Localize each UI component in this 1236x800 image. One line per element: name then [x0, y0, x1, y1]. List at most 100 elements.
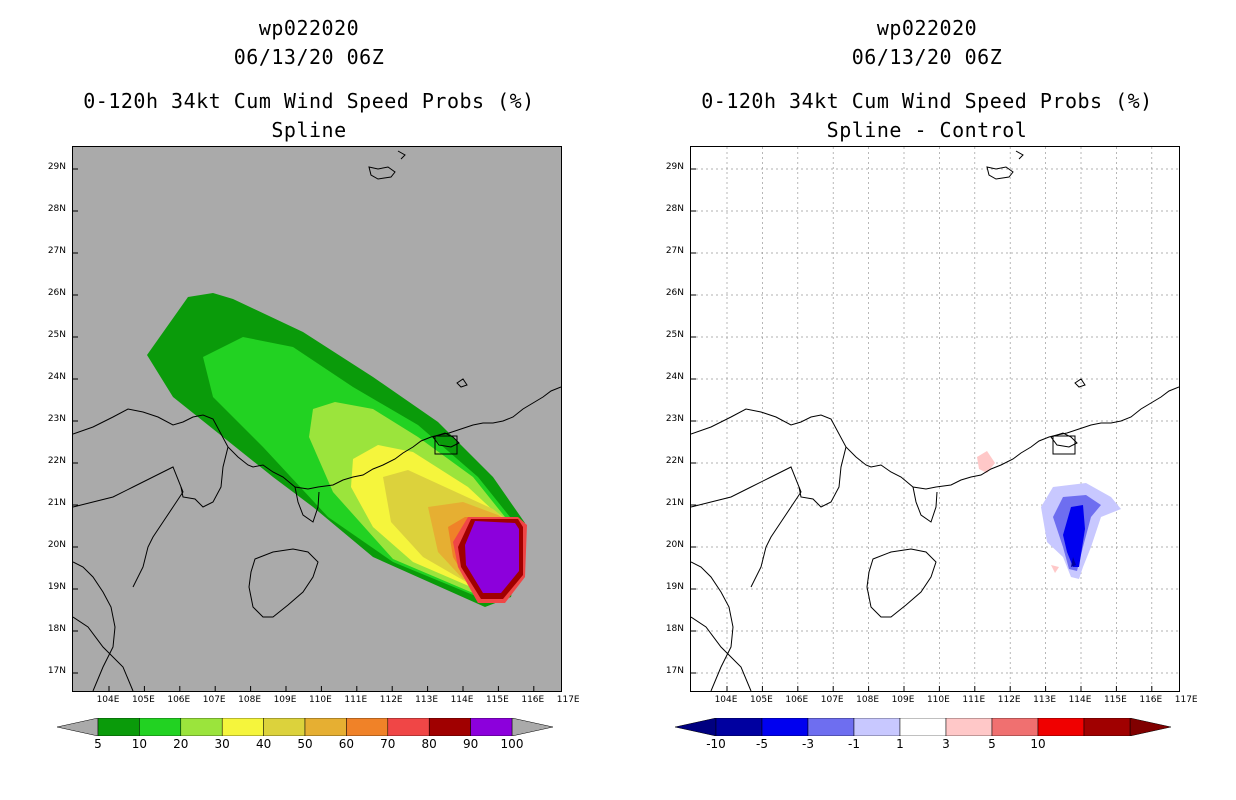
lon-label: 104E [714, 695, 738, 705]
lat-label: 18N [47, 624, 66, 634]
coastlines [73, 150, 561, 691]
colorbar-swatch [428, 717, 471, 737]
lon-label: 112E [379, 695, 403, 705]
lat-label: 20N [665, 540, 684, 550]
colorbar-swatch [945, 717, 993, 737]
colorbar-extend-low [56, 717, 99, 737]
colorbar-swatch [97, 717, 140, 737]
lat-label: 29N [665, 162, 684, 172]
laos-border [691, 616, 752, 691]
gulf-coast [180, 446, 229, 508]
lon-label: 108E [238, 695, 262, 705]
lat-label: 27N [47, 246, 66, 256]
lon-label: 107E [820, 695, 844, 705]
lat-label: 25N [47, 330, 66, 340]
lat-label: 21N [665, 498, 684, 508]
right-subtitle: Spline - Control [826, 118, 1028, 142]
colorbar-swatch [853, 717, 901, 737]
lat-label: 17N [665, 666, 684, 676]
china-coast [691, 386, 1179, 490]
lon-label: 114E [1068, 695, 1092, 705]
colorbar-label: 30 [214, 737, 230, 751]
colorbar-swatch [221, 717, 264, 737]
lon-label: 113E [1033, 695, 1057, 705]
lat-label: 24N [47, 372, 66, 382]
colorbar-swatch [1037, 717, 1085, 737]
colorbar-label: 80 [421, 737, 437, 751]
lon-label: 112E [997, 695, 1021, 705]
lon-label: 116E [1139, 695, 1163, 705]
colorbar-label: -3 [802, 737, 814, 751]
lat-label: 27N [665, 246, 684, 256]
lat-label: 28N [665, 204, 684, 214]
left-subtitle: Spline [271, 118, 347, 142]
colorbar-label: -5 [756, 737, 768, 751]
lon-label: 110E [926, 695, 950, 705]
lat-label: 26N [47, 288, 66, 298]
diff-neg-5 [1063, 505, 1085, 567]
left-map [72, 146, 562, 692]
lat-label: 18N [665, 624, 684, 634]
diff-pos-1-3 [977, 451, 995, 473]
lon-label: 108E [856, 695, 880, 705]
probability-swath [147, 293, 527, 607]
vietnam-border [73, 466, 184, 588]
grid-lines [691, 147, 1179, 691]
vietnam-coast [691, 561, 734, 691]
lon-label: 117E [1174, 695, 1198, 705]
lat-label: 21N [47, 498, 66, 508]
colorbar-swatch [304, 717, 347, 737]
coast-detail-hk [1050, 432, 1078, 448]
leizhou [912, 486, 938, 523]
lon-label: 116E [521, 695, 545, 705]
colorbar-swatch [346, 717, 389, 737]
colorbar-swatch [180, 717, 223, 737]
lat-label: 22N [665, 456, 684, 466]
lon-label: 117E [556, 695, 580, 705]
lat-label: 17N [47, 666, 66, 676]
hainan [866, 548, 937, 618]
colorbar-swatch [263, 717, 306, 737]
right-panel: wp022020 06/13/20 06Z 0-120h 34kt Cum Wi… [618, 0, 1236, 800]
colorbar-swatch [761, 717, 809, 737]
colorbar-extend-low [674, 717, 717, 737]
colorbar-label: 50 [297, 737, 313, 751]
colorbar-label: 70 [380, 737, 396, 751]
gulf-coast [798, 446, 847, 508]
vietnam-coast [73, 561, 116, 691]
right-header: wp022020 [876, 16, 978, 40]
lat-label: 19N [665, 582, 684, 592]
taiwan-tip [1015, 150, 1024, 160]
lon-label: 109E [891, 695, 915, 705]
lat-label: 23N [665, 414, 684, 424]
colorbar-label: -1 [848, 737, 860, 751]
lat-label: 29N [47, 162, 66, 172]
colorbar-label: 5 [988, 737, 996, 751]
colorbar-label: 5 [94, 737, 102, 751]
lon-label: 114E [450, 695, 474, 705]
left-date: 06/13/20 06Z [233, 45, 385, 69]
colorbar-label: 3 [942, 737, 950, 751]
diff-pos-small [1051, 565, 1059, 573]
diff-neg-10 [1071, 557, 1076, 567]
island-dot [456, 378, 468, 388]
lon-label: 115E [485, 695, 509, 705]
lon-label: 106E [167, 695, 191, 705]
lon-label: 105E [749, 695, 773, 705]
right-date: 06/13/20 06Z [851, 45, 1003, 69]
lat-label: 20N [47, 540, 66, 550]
colorbar-extend-high [1129, 717, 1172, 737]
colorbar-label: 60 [338, 737, 355, 751]
colorbar-swatch [715, 717, 763, 737]
vietnam-border [691, 466, 802, 588]
hainan [248, 548, 319, 618]
left-title: 0-120h 34kt Cum Wind Speed Probs (%) [83, 89, 535, 113]
left-panel: wp022020 06/13/20 06Z 0-120h 34kt Cum Wi… [47, 16, 580, 751]
lat-label: 28N [47, 204, 66, 214]
colorbar-label: 10 [131, 737, 148, 751]
colorbar-swatch [807, 717, 855, 737]
colorbar-label: 20 [173, 737, 189, 751]
right-title: 0-120h 34kt Cum Wind Speed Probs (%) [701, 89, 1153, 113]
colorbar-label: 40 [255, 737, 272, 751]
island-dot [1074, 378, 1086, 388]
